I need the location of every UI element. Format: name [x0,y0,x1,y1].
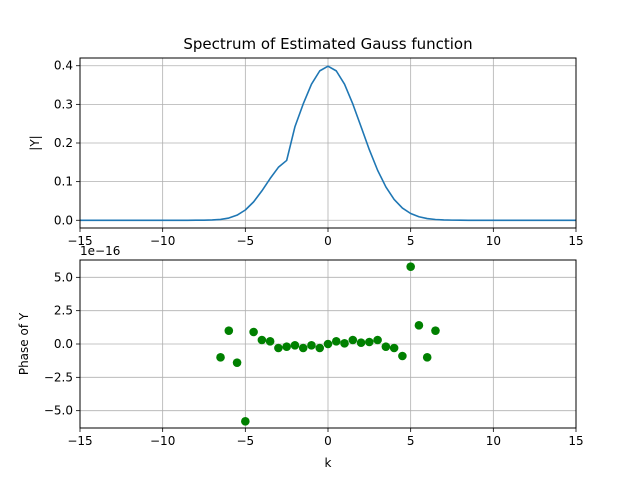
phase-data-point [298,343,308,353]
phase-data-point [274,343,283,353]
phase-data-point [340,339,349,348]
phase-y-tick-label: −2.5 [44,370,73,384]
phase-data-point [290,341,300,350]
phase-data-point [257,335,267,345]
phase-data-point [406,262,415,271]
magnitude-y-tick-label: 0.0 [54,213,73,227]
phase-data-point [365,337,374,347]
magnitude-y-tick-label: 0.1 [54,175,73,189]
magnitude-y-axis-label: |Y| [28,135,42,150]
phase-data-point [241,417,250,426]
magnitude-y-tick-label: 0.4 [54,59,73,73]
magnitude-series-line [80,65,576,222]
phase-x-tick-label: −15 [67,434,92,448]
magnitude-x-tick-label: 0 [324,234,332,248]
phase-data-point [331,337,341,346]
phase-data-point [356,338,366,347]
magnitude-y-tick-label: 0.2 [54,136,73,150]
magnitude-y-tick-label: 0.3 [54,97,73,111]
phase-y-tick-label: 0.0 [54,337,73,351]
phase-x-axis-label: k [325,456,332,470]
phase-x-tick-label: −10 [150,434,175,448]
magnitude-x-tick-label: 10 [486,234,501,248]
phase-x-tick-label: 10 [486,434,501,448]
phase-data-point [398,351,407,361]
phase-x-tick-label: 0 [324,434,332,448]
phase-data-point [422,353,432,362]
phase-data-point [323,339,333,349]
phase-x-tick-label: 15 [568,434,583,448]
phase-y-offset-label: 1e−16 [80,244,120,258]
phase-data-point [381,342,391,351]
chart-title: Spectrum of Estimated Gauss function [183,35,472,53]
phase-y-axis-label: Phase of Y [17,312,31,375]
magnitude-chart: Spectrum of Estimated Gauss function −15… [28,35,584,248]
phase-y-tick-label: 2.5 [54,304,73,318]
phase-data-point [315,343,325,353]
phase-data-point [216,353,225,362]
magnitude-x-tick-label: −15 [67,234,92,248]
phase-data-point [389,343,399,353]
magnitude-x-tick-label: −10 [150,234,175,248]
phase-data-point [431,326,440,335]
phase-x-tick-label: −5 [236,434,254,448]
phase-data-point [348,335,358,345]
phase-y-tick-label: 5.0 [54,270,73,284]
phase-x-tick-label: 5 [407,434,415,448]
phase-y-tick-label: −5.0 [44,404,73,418]
phase-chart: 1e−16 −15 −10 −5 0 5 10 15 −5.0 −2.5 0.0 2.5 5.0 Ph… [17,244,584,470]
phase-data-point [232,358,242,367]
phase-data-point [373,335,382,345]
magnitude-x-tick-label: 5 [407,234,415,248]
phase-data-point [224,326,234,335]
phase-data-point [282,342,291,351]
magnitude-x-tick-label: 15 [568,234,583,248]
phase-data-point [307,341,316,350]
phase-data-point [414,321,424,330]
phase-data-point [265,337,275,346]
magnitude-x-tick-label: −5 [236,234,254,248]
phase-data-point [249,327,258,337]
